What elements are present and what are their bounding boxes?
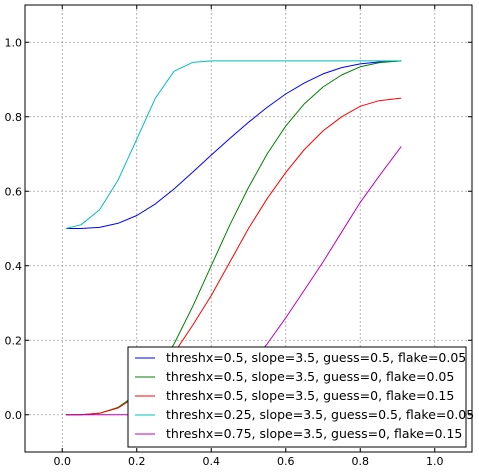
legend-label-4: threshx=0.25, slope=3.5, guess=0.5, flak… bbox=[166, 407, 474, 422]
legend-box bbox=[127, 346, 467, 448]
series-line-4 bbox=[65, 60, 402, 229]
x-tick-label: 1.0 bbox=[426, 455, 444, 468]
y-tick-label: 0.4 bbox=[5, 260, 23, 273]
x-tick-label: 0.0 bbox=[54, 455, 72, 468]
legend-label-3: threshx=0.5, slope=3.5, guess=0, flake=0… bbox=[166, 388, 454, 403]
series-line-1 bbox=[66, 60, 402, 229]
series-line-3 bbox=[66, 97, 402, 416]
x-tick-label: 0.8 bbox=[352, 455, 370, 468]
y-tick-label: 0.0 bbox=[5, 409, 23, 422]
x-tick-label: 0.6 bbox=[277, 455, 295, 468]
y-tick-label: 0.8 bbox=[5, 111, 23, 124]
series-line-2 bbox=[66, 60, 402, 416]
plot-frame bbox=[24, 4, 473, 453]
legend-label-5: threshx=0.75, slope=3.5, guess=0, flake=… bbox=[166, 426, 462, 441]
x-tick-label: 0.2 bbox=[128, 455, 146, 468]
x-tick-label: 0.4 bbox=[203, 455, 221, 468]
x-tick-labels: 0.0 0.2 0.4 0.6 0.8 1.0 bbox=[54, 455, 444, 468]
y-tick-labels: 0.0 0.2 0.4 0.6 0.8 1.0 bbox=[5, 36, 23, 422]
legend-label-1: threshx=0.5, slope=3.5, guess=0.5, flake… bbox=[166, 350, 466, 365]
y-tick-label: 0.2 bbox=[5, 334, 23, 347]
axis-ticks bbox=[25, 5, 472, 452]
y-tick-label: 1.0 bbox=[5, 36, 23, 49]
legend: threshx=0.5, slope=3.5, guess=0.5, flake… bbox=[127, 346, 474, 448]
legend-label-2: threshx=0.5, slope=3.5, guess=0, flake=0… bbox=[166, 369, 454, 384]
y-tick-label: 0.6 bbox=[5, 185, 23, 198]
